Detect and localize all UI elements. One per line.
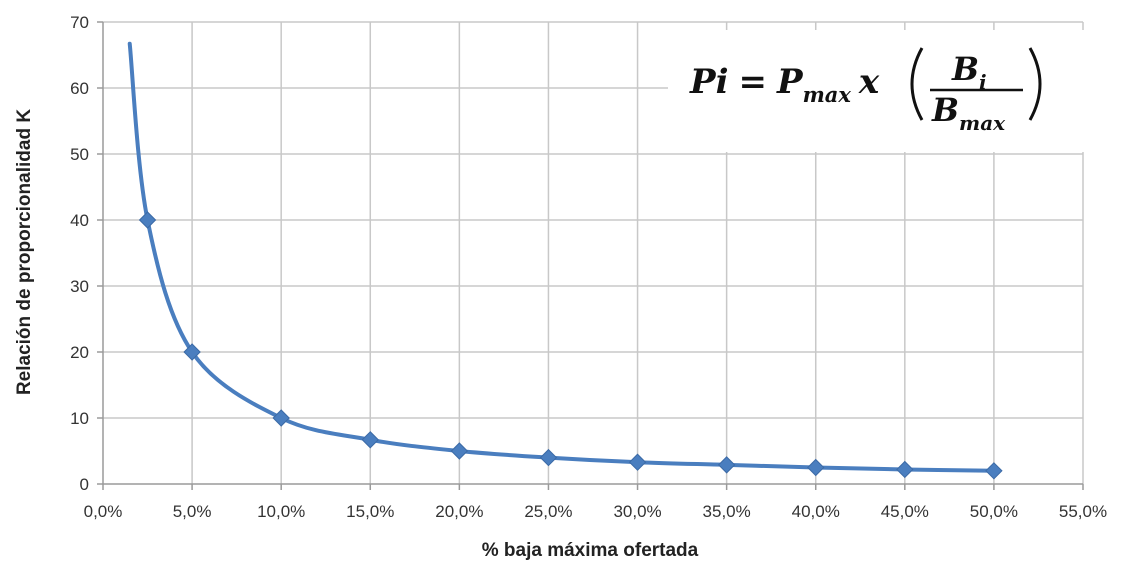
x-tick-label: 20,0% [435, 502, 483, 521]
x-tick-label: 40,0% [792, 502, 840, 521]
data-point-marker [628, 453, 647, 471]
x-tick-label: 50,0% [970, 502, 1018, 521]
x-tick-label: 30,0% [613, 502, 661, 521]
x-tick-label: 10,0% [257, 502, 305, 521]
y-tick-label: 30 [70, 277, 89, 296]
svg-text:Bi: Bi [951, 50, 987, 94]
y-tick-label: 50 [70, 145, 89, 164]
x-tick-label: 25,0% [524, 502, 572, 521]
x-axis-ticks: 0,0% 5,0% 10,0% 15,0% 20,0% 25,0% 30,0% 35,0% 40… [84, 502, 1107, 521]
formula-right-paren [1028, 47, 1042, 121]
grid-lines [103, 21, 1084, 484]
data-point-marker [183, 343, 201, 361]
formula-num: B [951, 50, 979, 88]
formula-annotation: Pi = Pmax x Bi Bmax [689, 47, 1042, 135]
axes [97, 21, 1084, 490]
x-axis-title: % baja máxima ofertada [482, 540, 699, 561]
formula-den: B [931, 91, 959, 129]
x-tick-label: 45,0% [881, 502, 929, 521]
data-point-marker [896, 460, 914, 479]
formula-times: x [858, 62, 880, 102]
data-point-marker [272, 409, 290, 427]
formula-num-sub: i [979, 70, 987, 94]
formula-den-sub: max [959, 111, 1006, 135]
y-axis-title: Relación de proporcionalidad K [14, 109, 35, 395]
formula-lhs: Pi [689, 62, 728, 102]
formula-p-sub: max [803, 82, 852, 107]
formula-p: P [776, 62, 804, 102]
y-tick-label: 40 [70, 211, 89, 230]
data-point-marker [138, 211, 157, 229]
y-tick-label: 60 [70, 79, 89, 98]
formula-equals: = [738, 62, 767, 102]
data-point-marker [539, 448, 558, 467]
y-tick-label: 10 [70, 409, 89, 428]
formula-left-paren [910, 47, 924, 121]
y-axis-ticks: 0 10 20 30 40 50 60 70 [70, 13, 89, 494]
y-tick-label: 20 [70, 343, 89, 362]
y-tick-label: 0 [80, 475, 89, 494]
x-tick-label: 0,0% [84, 502, 123, 521]
data-point-marker [450, 442, 469, 460]
data-point-marker [807, 458, 825, 477]
series-markers [138, 211, 1003, 480]
data-point-marker [985, 462, 1003, 480]
data-point-marker [361, 431, 379, 449]
data-point-marker [717, 456, 736, 474]
x-tick-label: 15,0% [346, 502, 394, 521]
x-tick-label: 35,0% [703, 502, 751, 521]
x-tick-label: 55,0% [1059, 502, 1107, 521]
x-tick-label: 5,0% [173, 502, 212, 521]
y-tick-label: 70 [70, 13, 89, 32]
svg-text:Bmax: Bmax [931, 91, 1006, 135]
